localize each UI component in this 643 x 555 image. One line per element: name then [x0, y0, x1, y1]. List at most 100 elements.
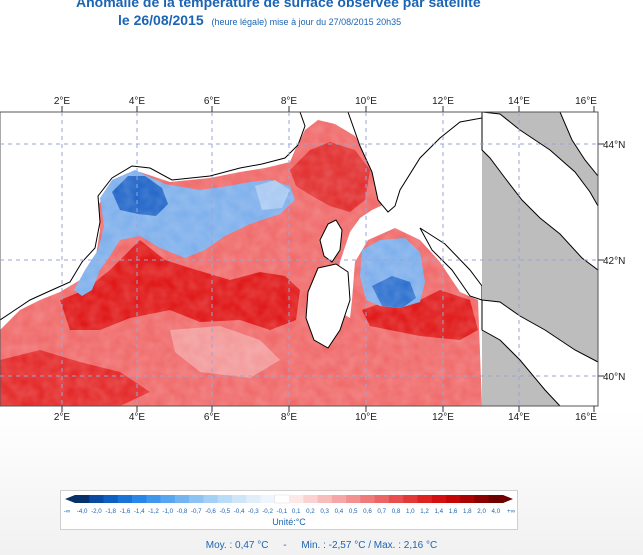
title-date: le 26/08/2015	[118, 12, 204, 28]
legend-tick-label: 2,0	[477, 508, 486, 515]
lon-label-bottom: 14°E	[508, 412, 530, 423]
legend-swatch	[346, 495, 361, 503]
legend-tick-label: -1,0	[162, 508, 173, 515]
legend-arrow-right	[503, 495, 513, 503]
title-update: (heure légale) mise à jour du 27/08/2015…	[211, 17, 402, 27]
page-title: Anomalie de la température de surface ob…	[0, 0, 643, 40]
legend-tick-label: -0,7	[191, 508, 202, 515]
legend-tick-label: -0,6	[205, 508, 216, 515]
land-france-spain	[0, 112, 306, 321]
land-italy-peninsula	[481, 112, 598, 271]
lon-label-top: 16°E	[575, 96, 597, 107]
legend-tick-label: 0,2	[306, 508, 315, 515]
legend-tick-label: 1,2	[420, 508, 429, 515]
lon-label-bottom: 2°E	[54, 412, 71, 423]
legend-tick-label: 0,1	[292, 508, 301, 515]
legend-colorbar: -∞ -4,0 -2,0 -1,8 -1,6 -1,4 -1,2 -1,0 -0,8 -0,7 -0…	[64, 494, 515, 515]
legend-swatch	[445, 495, 461, 503]
legend-swatch	[317, 495, 333, 503]
lon-label-bottom: 4°E	[129, 412, 146, 423]
legend-swatch	[103, 495, 119, 503]
legend-tick-label: -2,0	[91, 508, 102, 515]
stat-mean: Moy. : 0,47 °C	[205, 540, 269, 551]
legend-tick-label: 0,8	[392, 508, 401, 515]
legend-swatch	[488, 495, 504, 503]
legend-swatch	[189, 495, 204, 503]
lon-label-bottom: 10°E	[355, 412, 377, 423]
legend-tick-label: 0,5	[349, 508, 358, 515]
legend-swatch	[231, 495, 247, 503]
legend-tick-label: -∞	[64, 508, 70, 515]
legend-tick-label: -1,8	[105, 508, 116, 515]
legend-swatch	[388, 495, 404, 503]
title-line2: le 26/08/2015 (heure légale) mise à jour…	[118, 12, 401, 28]
legend-tick-label: 1,8	[463, 508, 472, 515]
legend-tick-label: 0,4	[335, 508, 344, 515]
lat-label: 44°N	[603, 140, 625, 151]
legend-swatch	[132, 495, 147, 503]
lat-label: 40°N	[603, 372, 625, 383]
legend-swatch	[460, 495, 475, 503]
lon-label-top: 8°E	[281, 96, 298, 107]
background-band	[0, 410, 643, 555]
lon-label-top: 10°E	[355, 96, 377, 107]
legend-swatch	[360, 495, 375, 503]
map-frame	[0, 111, 599, 407]
legend-swatch	[146, 495, 161, 503]
legend-unit: Unité:°C	[272, 517, 306, 527]
legend-tick-label: -0,8	[177, 508, 188, 515]
legend-swatch	[174, 495, 190, 503]
legend-swatch	[289, 495, 304, 503]
legend-tick-label: 4,0	[492, 508, 501, 515]
legend-swatch	[160, 495, 176, 503]
legend-tick-label: -0,3	[248, 508, 259, 515]
title-line1: Anomalie de la température de surface ob…	[76, 0, 481, 10]
legend-tick-label: -1,6	[120, 508, 131, 515]
legend-swatch	[431, 495, 447, 503]
land-italy-south	[481, 299, 598, 406]
stat-separator: -	[283, 540, 287, 551]
legend-tick-label: 0,6	[363, 508, 372, 515]
legend-tick-label: -0,5	[219, 508, 230, 515]
legend-tick-label: 0,3	[320, 508, 329, 515]
legend-swatch	[260, 495, 276, 503]
legend-swatch	[331, 495, 347, 503]
legend-arrow-left	[65, 495, 75, 503]
land-sardinia	[305, 263, 351, 349]
legend-swatch	[75, 495, 90, 503]
legend-tick-label: 1,6	[449, 508, 458, 515]
legend-tick-label: 1,0	[406, 508, 415, 515]
legend-swatch	[417, 495, 432, 503]
statistics: Moy. : 0,47 °C - Min. : -2,57 °C / Max. …	[0, 540, 643, 551]
legend-tick-label: -1,2	[148, 508, 159, 515]
legend-swatch	[303, 495, 318, 503]
tick-marks	[61, 106, 604, 412]
legend-swatch	[89, 495, 104, 503]
lon-label-top: 14°E	[508, 96, 530, 107]
legend-tick-label: -0,1	[277, 508, 288, 515]
lon-label-bottom: 8°E	[281, 412, 298, 423]
legend-tick-label: -1,4	[134, 508, 145, 515]
legend-tick-label: -4,0	[77, 508, 88, 515]
lon-label-bottom: 12°E	[432, 412, 454, 423]
lon-label-top: 4°E	[129, 96, 146, 107]
legend: -∞ -4,0 -2,0 -1,8 -1,6 -1,4 -1,2 -1,0 -0,8 -0,7 -0…	[60, 490, 518, 530]
legend-swatch	[117, 495, 133, 503]
legend-swatch	[274, 494, 290, 504]
legend-tick-label: 1,4	[434, 508, 443, 515]
lon-label-top: 2°E	[54, 96, 71, 107]
graticule	[0, 112, 598, 406]
legend-swatch	[403, 495, 418, 503]
sst-anomaly-map: 2°E 4°E 6°E 8°E 10°E 12°E 14°E 16°E 2°E …	[0, 96, 625, 423]
legend-tick-label: 0,7	[377, 508, 386, 515]
legend-swatch	[374, 495, 390, 503]
stat-min-max: Min. : -2,57 °C / Max. : 2,16 °C	[301, 540, 438, 551]
legend-tick-label: -0,2	[262, 508, 273, 515]
lon-label-top: 6°E	[204, 96, 221, 107]
lon-label-bottom: 6°E	[204, 412, 221, 423]
lon-label-bottom: 16°E	[575, 412, 597, 423]
legend-swatch	[217, 495, 233, 503]
legend-swatches	[65, 494, 513, 504]
legend-swatch	[203, 495, 218, 503]
lon-label-top: 12°E	[432, 96, 454, 107]
